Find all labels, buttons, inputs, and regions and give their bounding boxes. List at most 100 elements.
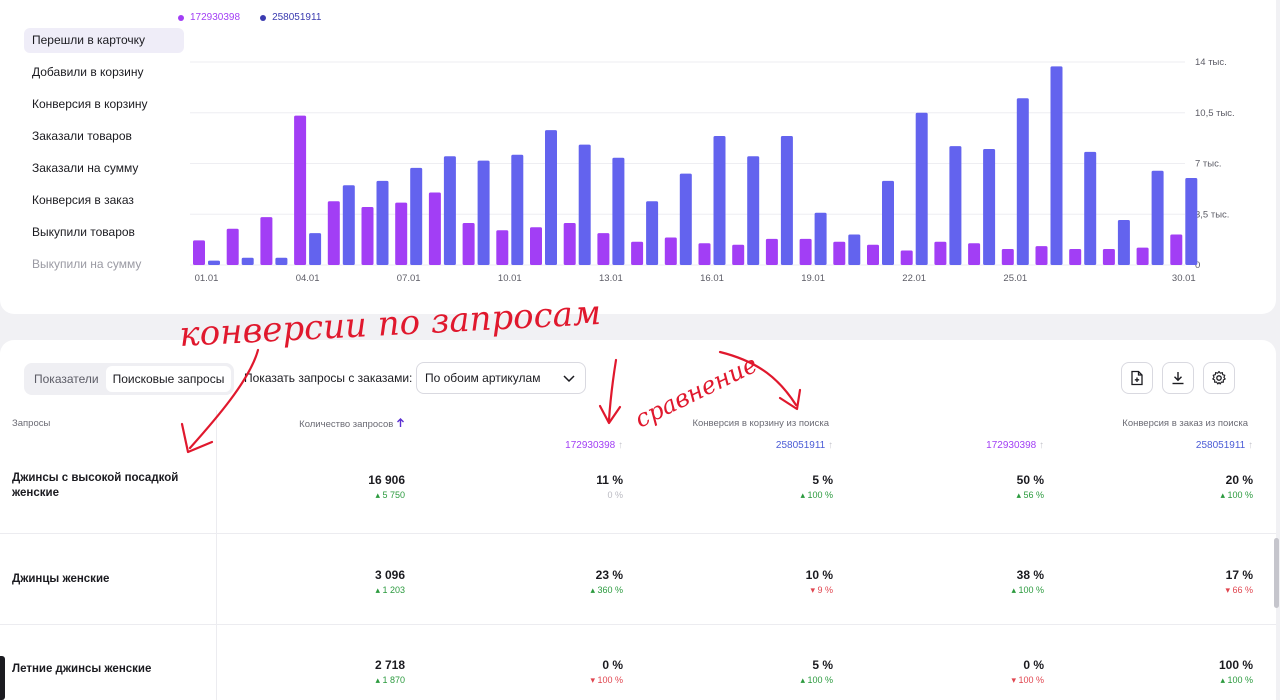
bar-series-1[interactable] [597,233,610,265]
bar-series-1[interactable] [900,250,913,266]
sub-header-cart-2[interactable]: 258051911 ↑ [776,440,833,451]
select-value: По обоим артикулам [425,371,541,385]
metric-order-sum[interactable]: Заказали на сумму [32,161,139,175]
bar-series-2[interactable] [208,260,220,265]
bar-series-1[interactable] [428,192,441,266]
bar-series-1[interactable] [1136,247,1149,265]
orders-filter-select[interactable]: По обоим артикулам [416,362,586,394]
bar-series-2[interactable] [612,157,625,265]
sub-header-order-1[interactable]: 172930398 ↑ [986,440,1044,451]
bar-series-1[interactable] [968,243,981,265]
bar-series-2[interactable] [376,180,389,265]
legend-label: 172930398 [190,12,241,23]
bar-series-1[interactable] [193,240,205,265]
bar-series-2[interactable] [679,173,692,265]
bar-series-2[interactable] [477,160,490,265]
scrollbar-thumb[interactable] [1274,538,1279,608]
bar-series-2[interactable] [443,156,456,265]
bar-series-2[interactable] [1050,66,1063,265]
sort-arrow-icon: ↑ [1039,440,1044,451]
bar-series-2[interactable] [713,135,726,265]
legend-item-1[interactable]: 172930398 [178,12,240,23]
queries-card: Показатели Поисковые запросы Показать за… [0,340,1276,700]
bar-series-1[interactable] [395,202,408,265]
bar-series-1[interactable] [496,230,509,265]
bar-series-1[interactable] [294,115,307,266]
bar-series-2[interactable] [882,180,894,265]
bar-series-2[interactable] [983,149,996,265]
bar-series-2[interactable] [241,257,254,265]
sub-header-cart-1[interactable]: 172930398 ↑ [565,440,623,451]
bar-series-2[interactable] [814,212,827,265]
bar-series-1[interactable] [799,238,812,265]
tab-metrics[interactable]: Показатели [34,372,99,386]
bar-series-1[interactable] [833,241,846,265]
bar-series-1[interactable] [260,217,273,265]
metric-buyout-sum[interactable]: Выкупили на сумму [32,257,142,271]
delta-value: 360 % [597,585,623,595]
bar-series-2[interactable] [1117,220,1130,265]
triangle-up-icon: ▴ [1011,585,1019,595]
bar-series-1[interactable] [1069,249,1082,265]
side-handle[interactable] [0,656,5,700]
bar-series-1[interactable] [530,227,542,265]
metric-order-conversion[interactable]: Конверсия в заказ [32,193,134,207]
metric-orders[interactable]: Заказали товаров [32,129,132,143]
bar-series-2[interactable] [275,257,288,265]
metric-cart-conversion[interactable]: Конверсия в корзину [32,97,148,111]
metric-add-to-cart[interactable]: Добавили в корзину [32,65,144,79]
bar-series-1[interactable] [1001,249,1014,265]
bar-series-1[interactable] [1170,234,1183,265]
bar-series-1[interactable] [765,238,778,265]
bar-series-1[interactable] [867,244,879,265]
bar-series-2[interactable] [1016,98,1029,265]
bar-series-2[interactable] [309,233,322,265]
query-name[interactable]: Джинсы с высокой посадкой женские [12,472,179,499]
bar-series-2[interactable] [578,144,591,265]
bar-series-2[interactable] [410,167,423,265]
bar-series-2[interactable] [545,130,557,265]
bar-series-1[interactable] [361,207,374,265]
bar-series-1[interactable] [732,244,745,265]
cell-delta: ▾ 100 % [590,675,623,686]
query-name[interactable]: Летние джинсы женские [12,663,152,675]
download-button[interactable] [1162,362,1194,394]
bar-series-2[interactable] [915,112,928,265]
bar-series-1[interactable] [226,228,239,265]
bar-series-2[interactable] [780,135,793,265]
bar-series-1[interactable] [327,201,340,265]
bar-series-1[interactable] [664,237,677,265]
bar-series-2[interactable] [646,201,659,265]
bar-series-1[interactable] [698,243,711,265]
sub-header-order-2[interactable]: 258051911 ↑ [1196,440,1253,451]
bar-series-1[interactable] [934,241,947,265]
metric-buyouts[interactable]: Выкупили товаров [32,225,135,239]
bar-series-1[interactable] [1102,249,1115,265]
export-file-button[interactable] [1121,362,1153,394]
cell-delta: ▾ 66 % [1225,585,1253,596]
bar-series-2[interactable] [1185,178,1198,265]
bar-series-2[interactable] [342,185,355,265]
col-header-count[interactable]: Количество запросов [299,418,405,430]
tab-search-queries[interactable]: Поисковые запросы [105,366,232,392]
legend-item-2[interactable]: 258051911 [260,12,321,23]
bar-series-2[interactable] [1151,170,1164,265]
bar-series-2[interactable] [1084,151,1097,265]
settings-button[interactable] [1203,362,1235,394]
query-name[interactable]: Джинцы женские [12,573,110,585]
delta-value: 0 % [607,490,623,500]
bar-series-2[interactable] [848,234,861,265]
bar-series-1[interactable] [462,222,475,265]
legend-label: 258051911 [272,12,322,23]
bar-series-2[interactable] [511,154,524,265]
bar-series-1[interactable] [563,222,576,265]
delta-value: 1 870 [382,675,405,685]
bar-series-1[interactable] [1035,246,1048,265]
cell-value: 100 % [1218,658,1253,672]
bar-series-2[interactable] [949,146,962,265]
metric-clicks[interactable]: Перешли в карточку [24,28,184,53]
triangle-up-icon: ▴ [1220,675,1228,685]
bar-series-2[interactable] [747,156,760,265]
legend-dot-icon [260,14,267,21]
bar-series-1[interactable] [631,241,644,265]
